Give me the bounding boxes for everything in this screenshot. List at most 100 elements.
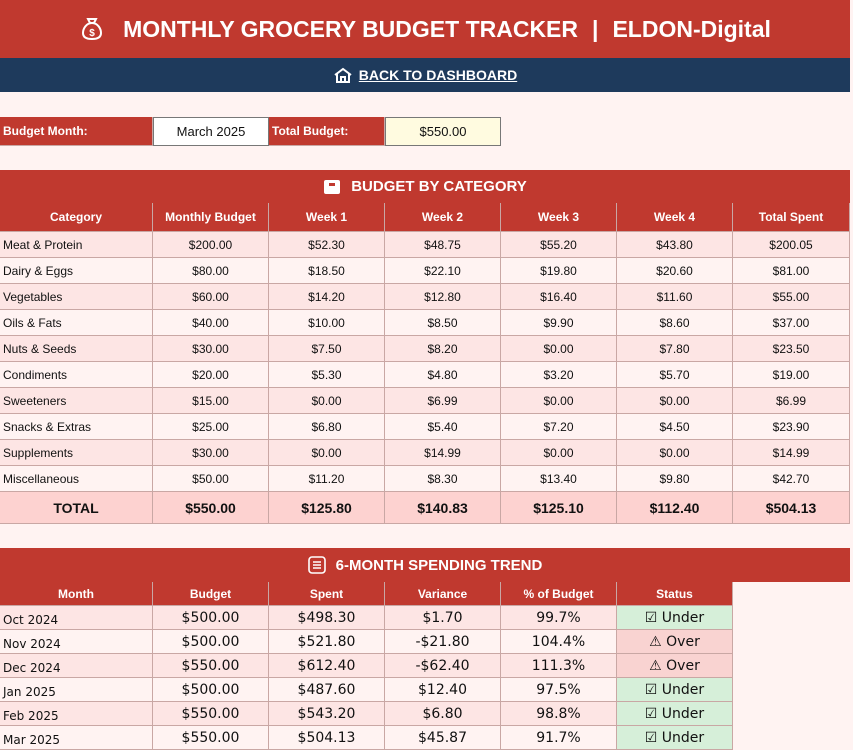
cell: $25.00 <box>153 414 269 440</box>
cell: $6.99 <box>733 388 850 414</box>
cell: Miscellaneous <box>0 466 153 492</box>
title: MONTHLY GROCERY BUDGET TRACKER <box>123 15 579 42</box>
cell: $14.99 <box>733 440 850 466</box>
cell: $55.20 <box>501 232 617 258</box>
cell: Week 1 <box>269 203 385 232</box>
cell: Oils & Fats <box>0 310 153 336</box>
cell: Monthly Budget <box>153 203 269 232</box>
cell: $140.83 <box>385 492 501 524</box>
cell: $500.00 <box>153 606 269 630</box>
cell: $7.50 <box>269 336 385 362</box>
cell: 104.4% <box>501 630 617 654</box>
section-header: 6-MONTH SPENDING TREND <box>0 548 850 582</box>
cell: $5.30 <box>269 362 385 388</box>
cell: Jan 2025 <box>0 678 153 702</box>
cell: $48.75 <box>385 232 501 258</box>
cell: Nov 2024 <box>0 630 153 654</box>
cell: $550.00 <box>153 492 269 524</box>
section-title: 6-MONTH SPENDING TREND <box>335 556 543 574</box>
cell: $0.00 <box>269 388 385 414</box>
cell: $8.50 <box>385 310 501 336</box>
cell: $6.99 <box>385 388 501 414</box>
cell: $5.40 <box>385 414 501 440</box>
cell: $200.05 <box>733 232 850 258</box>
cell: ⚠ Over <box>617 654 733 678</box>
list-icon <box>307 556 326 574</box>
cell: $37.00 <box>733 310 850 336</box>
cell: $30.00 <box>153 336 269 362</box>
cell: $11.20 <box>269 466 385 492</box>
cell: $4.80 <box>385 362 501 388</box>
cell: $125.80 <box>269 492 385 524</box>
cell: $20.60 <box>617 258 733 284</box>
cell: $55.00 <box>733 284 850 310</box>
cell: $550.00 <box>153 702 269 726</box>
cell: $0.00 <box>617 440 733 466</box>
cell: $500.00 <box>153 678 269 702</box>
cell: $7.80 <box>617 336 733 362</box>
cell: $521.80 <box>269 630 385 654</box>
cell: ☑ Under <box>617 726 733 750</box>
cell: $40.00 <box>153 310 269 336</box>
cell: $80.00 <box>153 258 269 284</box>
cell: $12.80 <box>385 284 501 310</box>
cell: -$62.40 <box>385 654 501 678</box>
cell: $612.40 <box>269 654 385 678</box>
cell: $5.70 <box>617 362 733 388</box>
cell: $10.00 <box>269 310 385 336</box>
cell: ☑ Under <box>617 678 733 702</box>
box-icon <box>324 179 341 194</box>
cell: Status <box>617 582 733 606</box>
cell: $43.80 <box>617 232 733 258</box>
cell: Week 4 <box>617 203 733 232</box>
cell: $550.00 <box>153 654 269 678</box>
cell: $498.30 <box>269 606 385 630</box>
cell: Nuts & Seeds <box>0 336 153 362</box>
cell: Mar 2025 <box>0 726 153 750</box>
cell: $14.99 <box>385 440 501 466</box>
cell: $15.00 <box>153 388 269 414</box>
cell: 97.5% <box>501 678 617 702</box>
cell: Week 3 <box>501 203 617 232</box>
cell: 111.3% <box>501 654 617 678</box>
cell: Snacks & Extras <box>0 414 153 440</box>
cell: $6.80 <box>269 414 385 440</box>
home-icon <box>334 67 352 83</box>
money-icon: $ <box>82 18 103 41</box>
cell: $6.80 <box>385 702 501 726</box>
cell: $50.00 <box>153 466 269 492</box>
cell: $60.00 <box>153 284 269 310</box>
cell: $18.50 <box>269 258 385 284</box>
cell: $4.50 <box>617 414 733 440</box>
cell: $7.20 <box>501 414 617 440</box>
cell: 91.7% <box>501 726 617 750</box>
cell: Variance <box>385 582 501 606</box>
brand: ELDON-Digital <box>612 15 771 42</box>
section-header: BUDGET BY CATEGORY <box>0 170 850 203</box>
cell: $8.20 <box>385 336 501 362</box>
cell: $0.00 <box>501 388 617 414</box>
cell: $8.30 <box>385 466 501 492</box>
cell: $23.50 <box>733 336 850 362</box>
cell: 98.8% <box>501 702 617 726</box>
cell: Condiments <box>0 362 153 388</box>
cell: $19.00 <box>733 362 850 388</box>
cell: % of Budget <box>501 582 617 606</box>
cell: $23.90 <box>733 414 850 440</box>
cell: $14.20 <box>269 284 385 310</box>
back-link[interactable]: BACK TO DASHBOARD <box>358 67 518 83</box>
cell: $52.30 <box>269 232 385 258</box>
cell: Dairy & Eggs <box>0 258 153 284</box>
cell: $45.87 <box>385 726 501 750</box>
cell: Category <box>0 203 153 232</box>
cell: $550.00 <box>153 726 269 750</box>
cell: ☑ Under <box>617 606 733 630</box>
cell: $1.70 <box>385 606 501 630</box>
cell: $9.80 <box>617 466 733 492</box>
cell: $11.60 <box>617 284 733 310</box>
cell: $13.40 <box>501 466 617 492</box>
cell: Spent <box>269 582 385 606</box>
cell: $30.00 <box>153 440 269 466</box>
section-title: BUDGET BY CATEGORY <box>351 178 527 195</box>
